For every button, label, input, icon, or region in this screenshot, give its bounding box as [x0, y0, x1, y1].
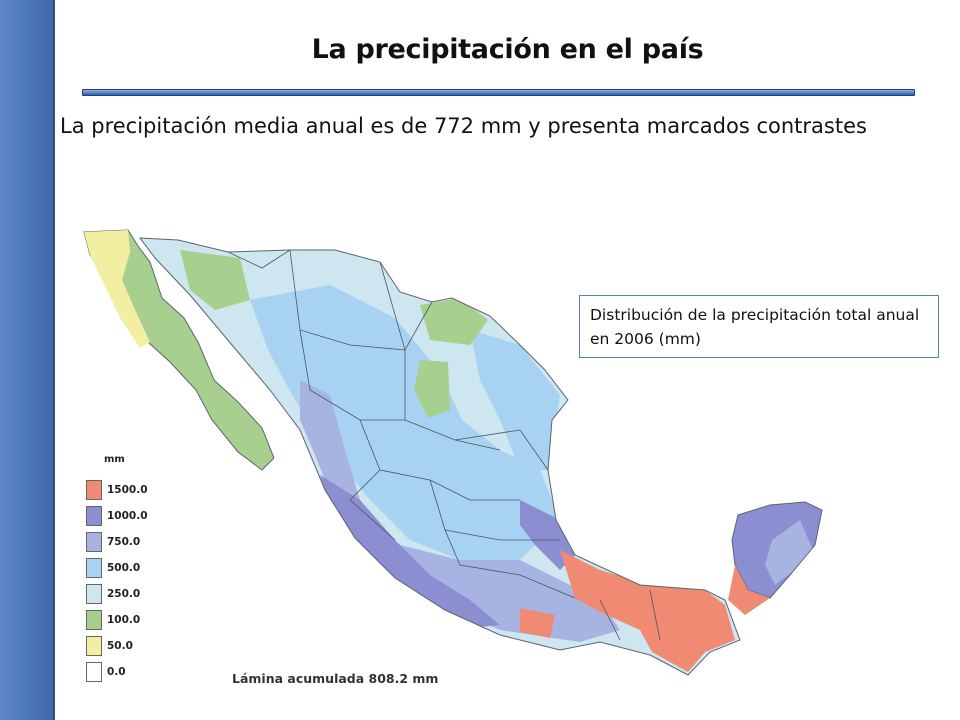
zone-1500-tabasco-chiapas — [560, 550, 735, 672]
legend-swatch — [86, 584, 102, 604]
zone-500-gulf — [470, 330, 560, 470]
zone-750-sierra-west — [300, 380, 360, 505]
legend-swatch — [86, 558, 102, 578]
legend-swatch — [86, 662, 102, 682]
legend-label: 50.0 — [107, 640, 133, 652]
legend-label: 1500.0 — [107, 484, 148, 496]
left-accent-bar — [0, 0, 55, 720]
legend-label: 500.0 — [107, 562, 141, 574]
zone-750-south — [380, 540, 620, 642]
map-description-callout: Distribución de la precipitación total a… — [579, 295, 939, 358]
slide-title: La precipitación en el país — [311, 34, 704, 65]
legend-unit-label: mm — [104, 454, 125, 465]
baja-desert-north — [90, 234, 118, 268]
title-underline — [82, 89, 915, 96]
zone-500-central — [250, 285, 560, 560]
legend-item: 100.0 — [86, 610, 206, 630]
legend-swatch — [86, 610, 102, 630]
legend-swatch — [86, 636, 102, 656]
zone-100-chihuahua — [180, 250, 250, 310]
baja-dry-zone — [84, 230, 150, 348]
legend-item: 250.0 — [86, 584, 206, 604]
zone-100-durango — [414, 360, 450, 418]
yucatan-750-zone — [765, 520, 812, 585]
legend-swatch — [86, 532, 102, 552]
legend-swatch — [86, 506, 102, 526]
map-caption: Lámina acumulada 808.2 mm — [232, 671, 439, 686]
legend-item: 500.0 — [86, 558, 206, 578]
legend-item: 0.0 — [86, 662, 206, 682]
legend-swatch — [86, 480, 102, 500]
slide-subtitle: La precipitación media anual es de 772 m… — [60, 114, 867, 138]
legend-label: 750.0 — [107, 536, 141, 548]
legend-item: 750.0 — [86, 532, 206, 552]
legend-item: 50.0 — [86, 636, 206, 656]
legend-label: 250.0 — [107, 588, 141, 600]
legend-label: 0.0 — [107, 666, 126, 678]
legend-item: 1000.0 — [86, 506, 206, 526]
legend-label: 100.0 — [107, 614, 141, 626]
legend-item: 1500.0 — [86, 480, 206, 500]
yucatan-1500-zone — [728, 565, 770, 615]
state-borders — [227, 249, 661, 641]
legend-label: 1000.0 — [107, 510, 148, 522]
zone-100-coahuila — [420, 298, 488, 345]
zone-1500-oaxaca — [520, 608, 555, 638]
